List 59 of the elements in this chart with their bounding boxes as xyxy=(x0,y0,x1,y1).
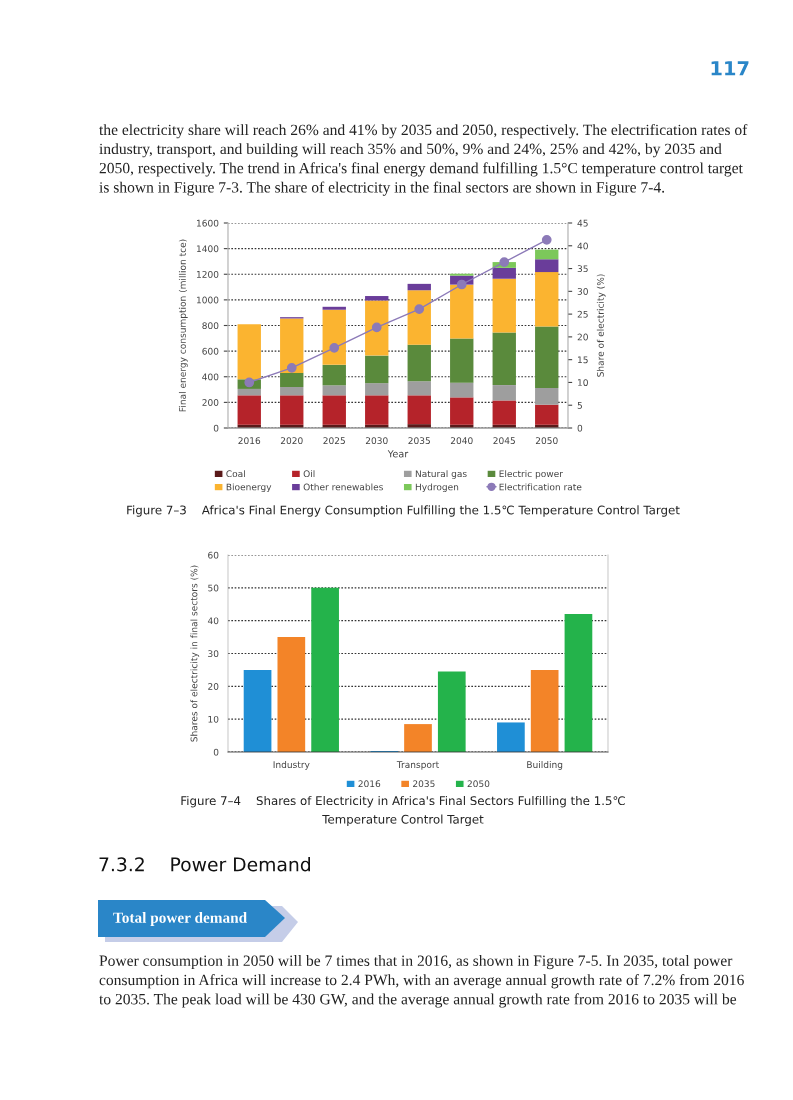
text: the electricity share will reach 26% and 41% by 2035 and 2050, respectively. The electrification rates of industry, transport, and building will reach 35% and 50%, 9% and 24%, 25% and 42%, by 2035 and 2050, respectively. The trend in Africa's final energy demand fulfilling 1.5°C temperature control target is shown in Figure 7-3. The share of electricity in the final sectors are shown in Figure 7-4. xyxy=(99,124,748,196)
y2-tick-label: 45 xyxy=(577,219,588,227)
x-tick-label: 2045 xyxy=(493,437,515,445)
legend-label: Oil xyxy=(303,470,315,478)
legend-label: Natural gas xyxy=(415,470,467,479)
y-tick-label: 400 xyxy=(202,373,219,381)
y2-tick-label: 30 xyxy=(577,288,588,295)
y2-tick-label: 25 xyxy=(577,310,588,318)
legend-label: Coal xyxy=(226,470,245,478)
legend-label: Bioenergy xyxy=(226,483,272,493)
y-axis-title: Shares of electricity in final sectors (%) xyxy=(190,565,200,742)
legend-label: 2035 xyxy=(413,780,435,788)
y-tick-label: 800 xyxy=(202,322,219,330)
x-tick-label: Building xyxy=(527,761,563,770)
y-tick-label: 20 xyxy=(208,683,219,690)
y2-tick-label: 15 xyxy=(578,356,588,364)
x-tick-label: 2035 xyxy=(408,437,430,445)
y2-tick-label: 35 xyxy=(577,265,588,273)
y-tick-label: 200 xyxy=(202,399,219,406)
text: Power consumption in 2050 will be 7 times that in 2016, as shown in Figure 7-5. In 2035, total power consumption in Africa will increase to 2.4 PWh, with an average annual growth rate of 7.2% from 2016 to 2035. The peak load will be 430 GW, and the average annual growth rate from 2016 to 2035 will be xyxy=(99,955,744,1008)
x-tick-label: Industry xyxy=(273,761,310,770)
y2-tick-label: 20 xyxy=(577,333,588,341)
legend-label: Electrification rate xyxy=(499,483,582,491)
x-axis-title: Year xyxy=(387,450,409,458)
x-tick-label: 2050 xyxy=(535,437,558,445)
y-tick-label: 10 xyxy=(208,715,219,723)
text: 7.3.2 Power Demand xyxy=(99,856,310,872)
x-tick-label: 2020 xyxy=(280,437,303,445)
legend-label: Hydrogen xyxy=(415,483,459,493)
y-tick-label: 40 xyxy=(207,617,219,625)
y-tick-label: 1000 xyxy=(196,296,219,304)
legend-label: 2050 xyxy=(467,780,490,788)
y-tick-label: 1600 xyxy=(196,219,219,227)
y2-axis-title: Share of electricity (%) xyxy=(596,274,606,377)
x-tick-label: Transport xyxy=(396,761,439,770)
y2-tick-label: 5 xyxy=(577,402,582,409)
x-tick-label: 2040 xyxy=(450,437,473,445)
caption: Figure 7–3 Africa's Final Energy Consumption Fulfilling the 1.5℃ Temperature Control Target xyxy=(127,505,680,517)
legend-label: Electric power xyxy=(499,470,563,479)
y2-tick-label: 0 xyxy=(577,424,583,432)
y-tick-label: 0 xyxy=(213,424,219,432)
y-tick-label: 1400 xyxy=(196,245,219,253)
y-tick-label: 600 xyxy=(202,347,219,355)
x-tick-label: 2016 xyxy=(238,437,261,445)
y-axis-title: Final energy consumption (million tce) xyxy=(178,239,188,412)
x-tick-label: 2025 xyxy=(323,437,345,445)
text: 117 xyxy=(711,61,749,76)
y2-tick-label: 10 xyxy=(578,379,588,386)
y-tick-label: 0 xyxy=(213,748,219,756)
y-tick-label: 1200 xyxy=(196,270,219,278)
x-tick-label: 2030 xyxy=(365,437,388,445)
y2-tick-label: 40 xyxy=(577,242,588,250)
text: Total power demand xyxy=(113,912,247,926)
caption: Figure 7–4 Shares of Electricity in Africa's Final Sectors Fulfilling the 1.5℃ Temperature Control Target xyxy=(181,795,625,827)
y-tick-label: 50 xyxy=(208,584,219,592)
y-tick-label: 30 xyxy=(208,650,219,658)
legend-label: 2016 xyxy=(358,780,381,788)
legend-label: Other renewables xyxy=(303,483,383,491)
y-tick-label: 60 xyxy=(208,551,219,559)
